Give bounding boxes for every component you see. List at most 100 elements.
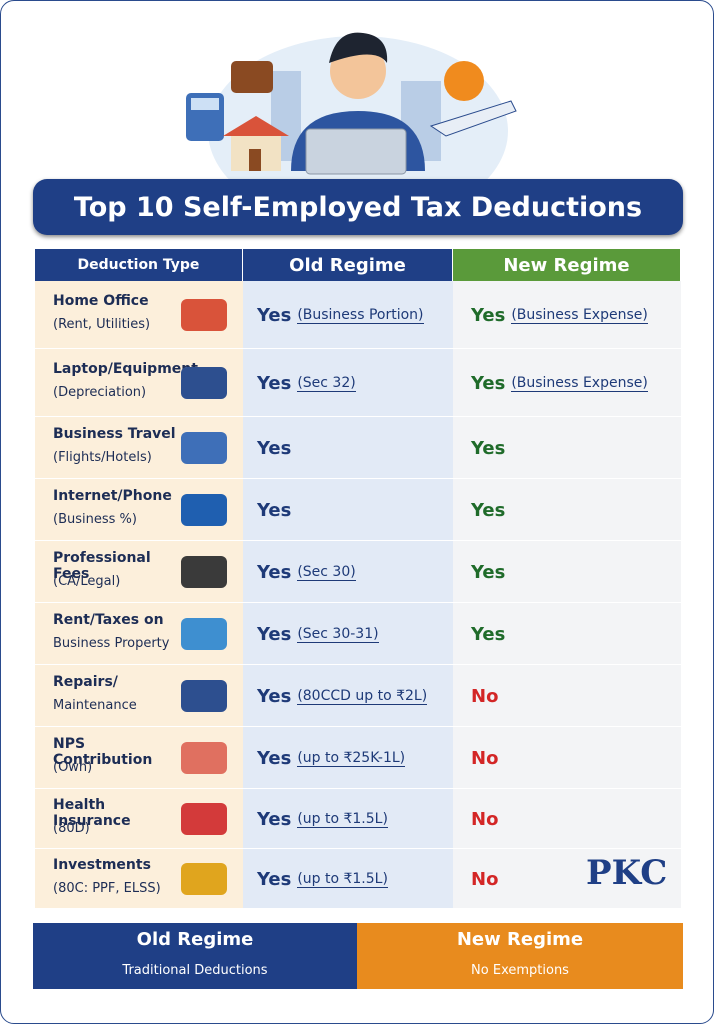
icon [181, 680, 227, 712]
answer: Yes [257, 868, 292, 890]
answer: Yes [471, 304, 506, 326]
deduction-detail: (Depreciation) [53, 385, 147, 400]
row-old-cell [243, 281, 453, 349]
answer: Yes [257, 685, 292, 707]
row-old-cell [243, 603, 453, 665]
answer: Yes [257, 372, 292, 394]
deduction-detail: (CA/Legal) [53, 574, 121, 589]
row-new-cell [453, 479, 681, 541]
deduction-type: Professional Fees [53, 550, 151, 582]
answer: No [471, 808, 499, 830]
footer-left [33, 923, 357, 989]
footer-left-subtitle: Traditional Deductions [122, 963, 268, 978]
answer: Yes [257, 561, 292, 583]
row-old-cell [243, 479, 453, 541]
row-new-cell [453, 665, 681, 727]
deduction-type: Rent/Taxes on [53, 612, 164, 628]
old-regime: Yes [257, 479, 447, 541]
row-old-cell [243, 849, 453, 909]
icon [181, 863, 227, 895]
new-regime: No [471, 789, 676, 849]
logo: PKC [586, 853, 668, 893]
deduction-type: Repairs/ [53, 674, 118, 690]
new-regime: Yes [471, 603, 676, 665]
deduction-type: Internet/Phone [53, 488, 172, 504]
deduction-detail: (Business %) [53, 512, 137, 527]
old-regime: Yes (up to ₹1.5L) [257, 849, 447, 909]
deduction-type: Health Insurance [53, 797, 131, 829]
answer: Yes [471, 499, 506, 521]
footer-right [357, 923, 683, 989]
icon [181, 432, 227, 464]
answer: No [471, 868, 499, 890]
note: (Business Expense) [511, 306, 648, 324]
old-regime: Yes (Sec 30) [257, 541, 447, 603]
note: (Sec 32) [297, 374, 356, 392]
answer: Yes [257, 808, 292, 830]
footer-right-subtitle: No Exemptions [471, 963, 569, 978]
title: Top 10 Self-Employed Tax Deductions [33, 179, 683, 235]
deduction-detail: (Own) [53, 760, 93, 775]
row-new-cell [453, 789, 681, 849]
answer: Yes [471, 561, 506, 583]
deduction-detail: Maintenance [53, 698, 137, 713]
answer: Yes [257, 304, 292, 326]
note: (80CCD up to ₹2L) [297, 687, 428, 705]
old-regime: Yes (Business Portion) [257, 281, 447, 349]
old-regime: Yes [257, 417, 447, 479]
new-regime: No [471, 665, 676, 727]
old-regime: Yes (Sec 30-31) [257, 603, 447, 665]
answer: Yes [257, 437, 292, 459]
icon [181, 299, 227, 331]
deduction-detail: (80C: PPF, ELSS) [53, 881, 161, 896]
note: (Sec 30-31) [297, 625, 379, 643]
answer: Yes [257, 623, 292, 645]
old-regime: Yes (up to ₹1.5L) [257, 789, 447, 849]
answer: Yes [257, 499, 292, 521]
icon [181, 367, 227, 399]
row-new-cell [453, 281, 681, 349]
footer-right-title: New Regime [456, 929, 584, 950]
deduction-type: Business Travel [53, 426, 176, 442]
new-regime: No [471, 727, 676, 789]
note: (up to ₹1.5L) [297, 870, 388, 888]
deduction-detail: (80D) [53, 821, 90, 836]
icon [181, 803, 227, 835]
answer: No [471, 685, 499, 707]
icon [181, 494, 227, 526]
footer-left-title: Old Regime [136, 929, 254, 950]
icon [181, 742, 227, 774]
note: (Sec 30) [297, 563, 356, 581]
note: (up to ₹1.5L) [297, 810, 388, 828]
note: (up to ₹25K-1L) [297, 749, 406, 767]
deduction-detail: Business Property [53, 636, 170, 651]
row-new-cell [453, 603, 681, 665]
answer: Yes [471, 437, 506, 459]
row-old-cell [243, 665, 453, 727]
row-old-cell [243, 541, 453, 603]
deduction-detail: (Rent, Utilities) [53, 317, 151, 332]
answer: No [471, 747, 499, 769]
deduction-type: NPS Contribution [53, 736, 153, 768]
illustration [186, 32, 517, 181]
row-new-cell [453, 417, 681, 479]
deduction-type: Investments [53, 857, 151, 873]
new-regime: Yes (Business Expense) [471, 281, 676, 349]
row-new-cell [453, 541, 681, 603]
note: (Business Portion) [297, 306, 424, 324]
new-regime: Yes (Business Expense) [471, 349, 676, 417]
old-regime: Yes (80CCD up to ₹2L) [257, 665, 447, 727]
row-old-cell [243, 727, 453, 789]
row-new-cell [453, 349, 681, 417]
new-regime: No [471, 849, 676, 909]
new-regime: Yes [471, 417, 676, 479]
icon [181, 618, 227, 650]
column-header: New Regime [453, 249, 681, 281]
deduction-detail: (Flights/Hotels) [53, 450, 152, 465]
old-regime: Yes (up to ₹25K-1L) [257, 727, 447, 789]
row-old-cell [243, 417, 453, 479]
row-old-cell [243, 789, 453, 849]
icon [181, 556, 227, 588]
answer: Yes [471, 372, 506, 394]
